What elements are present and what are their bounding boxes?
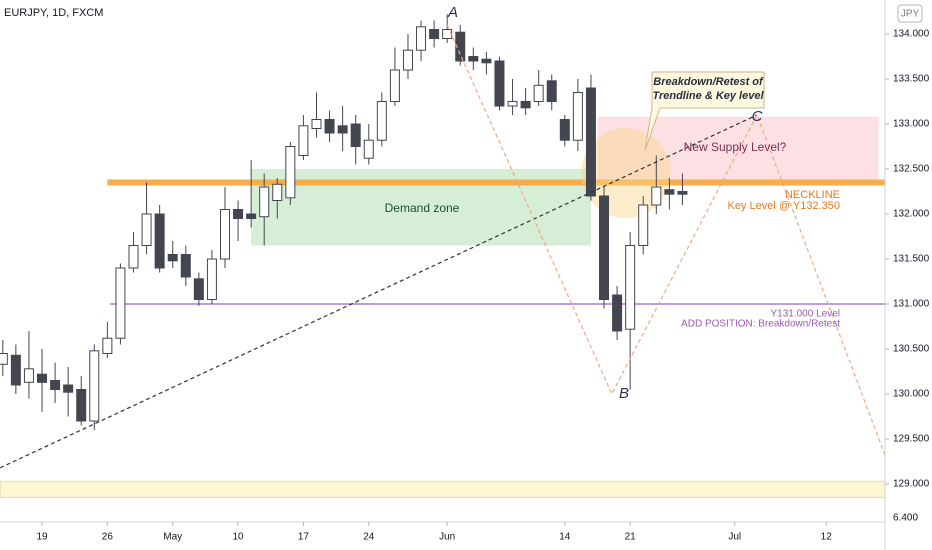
point-label: B: [619, 385, 629, 402]
candle-body: [285, 146, 296, 199]
candle-body: [350, 123, 361, 148]
y-tick-label: 129.000: [893, 479, 930, 490]
x-tick-label: Jun: [439, 532, 455, 543]
candle-body: [154, 213, 165, 269]
y-tick-label: 130.500: [893, 344, 930, 355]
key-level-label: Key Level @ Y132.350: [728, 200, 841, 212]
x-tick-label: Jul: [728, 532, 741, 543]
candle-body: [612, 294, 623, 332]
candle-body: [625, 245, 636, 330]
y-tick-label: 129.500: [893, 434, 930, 445]
point-label: A: [447, 4, 458, 21]
x-tick-label: 10: [232, 532, 244, 543]
callout-box: [644, 71, 765, 151]
candle-body: [664, 189, 675, 195]
chart-title: EURJPY, 1D, FXCM: [4, 7, 103, 19]
candle-body: [520, 101, 531, 109]
y-tick-label: 134.000: [893, 29, 930, 40]
candle-body: [677, 191, 688, 195]
candle-body: [167, 254, 178, 262]
y-tick-label: 131.000: [893, 299, 930, 310]
zone: [597, 116, 879, 180]
x-tick-label: 24: [363, 532, 375, 543]
y-tick-label: 132.000: [893, 209, 930, 220]
candle-body: [572, 92, 583, 141]
trendline: [446, 24, 886, 456]
callout-text: Trendline & Key level: [652, 90, 764, 102]
candle-body: [37, 373, 48, 383]
candle-body: [481, 58, 492, 64]
highlight-circle: [581, 128, 671, 218]
y-tick-label: 132.500: [893, 164, 930, 175]
candle-body: [546, 80, 557, 103]
x-tick-label: 14: [559, 532, 571, 543]
candle-body: [0, 353, 8, 365]
currency-badge[interactable]: [897, 4, 923, 23]
candle-body: [389, 69, 400, 103]
x-tick-label: 19: [36, 532, 48, 543]
y-tick-label: 130.000: [893, 389, 930, 400]
callout-text: Breakdown/Retest of: [653, 76, 764, 88]
x-tick-label: May: [163, 532, 182, 543]
candle-body: [507, 101, 518, 107]
currency-label: JPY: [901, 9, 920, 20]
candle-body: [272, 183, 283, 202]
candle-body: [494, 60, 505, 107]
candle-body: [376, 101, 387, 141]
neckline-label: NECKLINE: [785, 189, 840, 201]
candle-body: [180, 254, 191, 278]
candle-body: [141, 213, 152, 247]
candle-body: [585, 87, 596, 197]
candle-body: [50, 380, 61, 391]
candle-body: [115, 267, 126, 339]
x-tick-label: 17: [298, 532, 310, 543]
candle-body: [246, 213, 257, 220]
candle-body: [233, 209, 244, 220]
candle-body: [206, 258, 217, 301]
candle-body: [193, 278, 204, 301]
candle-body: [651, 186, 662, 206]
candle-body: [363, 139, 374, 159]
zone-label: New Supply Level?: [684, 140, 787, 154]
candle-body: [76, 389, 87, 422]
zone: [0, 480, 886, 499]
candle-body: [455, 31, 466, 62]
candle-body: [311, 119, 322, 130]
candle-body: [429, 29, 440, 40]
corner-label: 6.400: [893, 513, 918, 524]
candle-body: [298, 125, 309, 157]
level-label: Y131.000 Level: [770, 309, 840, 320]
candle-body: [63, 384, 74, 393]
candle-body: [23, 368, 34, 383]
x-tick-label: 26: [102, 532, 114, 543]
candle-body: [259, 186, 270, 218]
candle-body: [416, 26, 427, 51]
candle-body: [402, 49, 413, 71]
candle-body: [559, 119, 570, 141]
candle-body: [337, 125, 348, 134]
trendline: [0, 114, 758, 469]
y-tick-label: 133.000: [893, 119, 930, 130]
y-tick-label: 133.500: [893, 74, 930, 85]
position-label: ADD POSITION: Breakdown/Retest: [681, 319, 840, 330]
candle-body: [533, 84, 544, 103]
x-tick-label: 21: [625, 532, 637, 543]
candle-body: [128, 245, 139, 269]
candle-body: [89, 350, 100, 422]
point-label: C: [752, 108, 763, 125]
x-tick-label: 12: [821, 532, 833, 543]
candle-body: [638, 204, 649, 247]
zone-label: Demand zone: [385, 201, 460, 215]
candle-body: [324, 119, 335, 134]
candle-body: [10, 354, 21, 386]
y-tick-label: 131.500: [893, 254, 930, 265]
candle-body: [468, 56, 479, 62]
candle-body: [599, 195, 610, 301]
candle-body: [442, 29, 453, 40]
candle-body: [219, 209, 230, 260]
candle-body: [102, 337, 113, 355]
